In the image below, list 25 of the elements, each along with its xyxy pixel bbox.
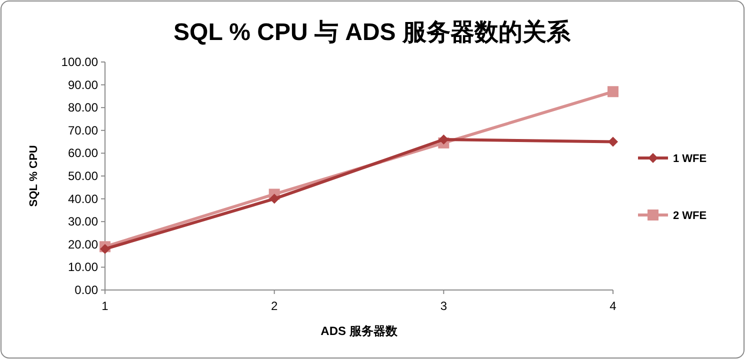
chart-title: SQL % CPU 与 ADS 服务器数的关系	[174, 19, 572, 46]
y-tick-label: 90.00	[68, 78, 98, 92]
y-tick-label: 0.00	[74, 283, 98, 297]
y-tick-label: 100.00	[61, 55, 98, 69]
x-tick-label: 3	[440, 299, 448, 313]
x-tick-label: 1	[102, 299, 109, 313]
y-tick-label: 30.00	[68, 214, 98, 229]
x-tick-label: 4	[610, 299, 617, 313]
y-tick-label: 10.00	[68, 260, 98, 274]
y-axis-title: SQL % CPU	[28, 145, 40, 207]
point	[608, 136, 618, 147]
point	[438, 134, 449, 145]
point	[608, 86, 618, 98]
y-tick-label: 70.00	[68, 123, 98, 138]
point	[269, 194, 280, 204]
y-tick-label: 60.00	[68, 146, 98, 160]
x-axis-title: ADS 服务器数	[320, 324, 398, 338]
point	[100, 244, 110, 254]
legend-label: 1 WFE	[673, 153, 707, 165]
y-tick-label: 80.00	[68, 100, 98, 115]
x-tick-label: 2	[270, 299, 278, 313]
legend-label: 2 WFE	[673, 210, 707, 222]
y-tick-label: 50.00	[68, 169, 98, 183]
y-tick-label: 20.00	[68, 237, 98, 252]
y-tick-label: 40.00	[68, 192, 98, 206]
